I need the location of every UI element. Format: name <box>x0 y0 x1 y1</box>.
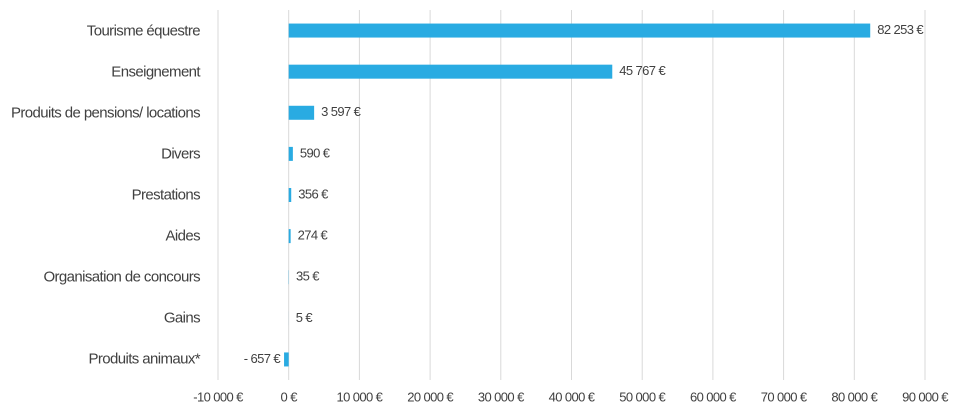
bar <box>288 105 315 120</box>
value-label: 5 € <box>296 310 314 325</box>
x-tick-label: -10 000 € <box>193 389 244 404</box>
x-tick-label: 0 € <box>281 389 299 404</box>
category-label: Produits de pensions/ locations <box>10 104 201 122</box>
category-label: Produits animaux* <box>88 350 200 368</box>
bar <box>288 64 613 79</box>
x-tick-label: 90 000 € <box>902 389 949 404</box>
value-label: - 657 € <box>244 351 282 366</box>
bar <box>288 146 293 161</box>
value-label: 590 € <box>300 145 331 160</box>
x-tick-label: 40 000 € <box>549 389 596 404</box>
category-label: Divers <box>161 145 201 163</box>
category-label: Aides <box>165 227 200 245</box>
x-tick-label: 50 000 € <box>619 389 666 404</box>
value-label: 274 € <box>298 228 329 243</box>
bar <box>288 229 291 244</box>
x-tick-label: 30 000 € <box>478 389 525 404</box>
category-label: Prestations <box>131 186 201 204</box>
bar <box>288 23 871 38</box>
value-label: 82 253 € <box>877 22 924 37</box>
bar <box>284 352 289 367</box>
category-label: Gains <box>163 309 201 327</box>
value-label: 35 € <box>296 269 320 284</box>
category-label: Enseignement <box>111 63 200 81</box>
category-label: Tourisme équestre <box>86 22 201 40</box>
value-label: 3 597 € <box>321 104 362 119</box>
x-tick-label: 20 000 € <box>407 389 454 404</box>
value-label: 45 767 € <box>619 63 666 78</box>
x-tick-label: 70 000 € <box>761 389 808 404</box>
x-tick-label: 60 000 € <box>690 389 737 404</box>
bar <box>288 188 292 202</box>
value-label: 356 € <box>298 186 329 201</box>
x-tick-label: 80 000 € <box>831 389 878 404</box>
category-label: Organisation de concours <box>43 268 200 286</box>
x-tick-label: 10 000 € <box>336 389 383 404</box>
